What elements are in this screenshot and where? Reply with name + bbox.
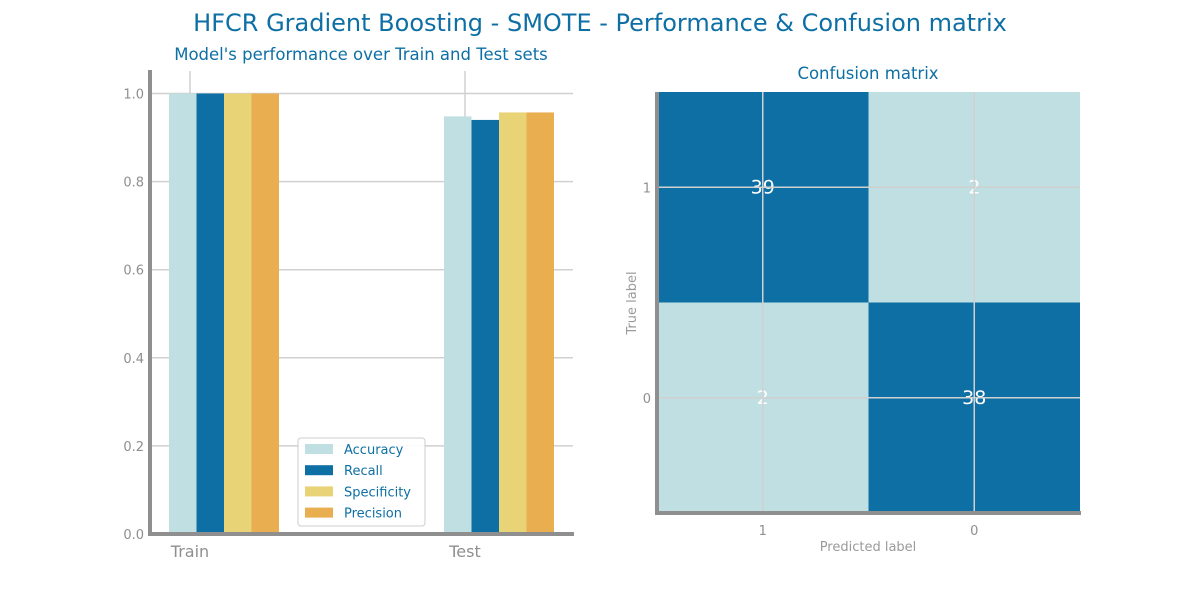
performance-chart-title: Model's performance over Train and Test … — [174, 45, 548, 64]
performance-ytick-label: 1.0 — [123, 88, 144, 103]
legend-swatch-precision — [305, 507, 333, 518]
legend-label-specificity: Specificity — [344, 485, 411, 500]
legend-swatch-accuracy — [305, 444, 333, 454]
cm-xtick-label: 0 — [970, 524, 978, 539]
performance-legend: Accuracy Recall Specificity Precision — [297, 437, 426, 527]
bar-recall-test — [471, 119, 499, 535]
confusion-matrix-grid — [657, 92, 1080, 513]
confusion-matrix-xlabel: Predicted label — [820, 540, 917, 555]
bar-precision-test — [526, 112, 554, 534]
bar-accuracy-train — [169, 93, 197, 534]
confusion-matrix-tick-labels: 1 1 0 0 — [643, 181, 979, 539]
bar-specificity-train — [224, 93, 252, 534]
bar-precision-train — [251, 93, 279, 534]
bar-recall-train — [196, 93, 224, 534]
legend-label-recall: Recall — [344, 464, 383, 479]
confusion-matrix-ylabel: True label — [625, 271, 640, 335]
performance-xtick-label: Test — [448, 542, 481, 561]
cm-xtick-label: 1 — [759, 524, 767, 539]
legend-label-precision: Precision — [344, 507, 402, 522]
performance-tick-labels: 0.0 0.2 0.4 0.6 0.8 1.0 Train Test — [123, 88, 480, 562]
legend-swatch-specificity — [305, 486, 333, 497]
performance-ytick-label: 0.4 — [123, 352, 144, 367]
performance-bar-chart: Model's performance over Train and Test … — [123, 45, 574, 561]
performance-xtick-label: Train — [170, 542, 209, 561]
cm-ytick-label: 1 — [643, 181, 651, 196]
bar-accuracy-test — [444, 116, 472, 534]
bar-specificity-test — [499, 112, 527, 534]
performance-bars — [169, 93, 554, 535]
confusion-matrix-cells: 392238 — [657, 92, 1080, 513]
figure-title: HFCR Gradient Boosting - SMOTE - Perform… — [193, 9, 1007, 37]
performance-ytick-label: 0.8 — [123, 176, 144, 191]
confusion-matrix-chart: Confusion matrix 392238 1 1 0 0 Predicted l… — [625, 64, 1081, 555]
performance-axes — [148, 70, 574, 536]
performance-ytick-label: 0.0 — [123, 528, 144, 543]
confusion-matrix-title: Confusion matrix — [797, 64, 938, 83]
legend-swatch-recall — [305, 465, 333, 476]
legend-label-accuracy: Accuracy — [344, 443, 404, 458]
cm-ytick-label: 0 — [643, 392, 651, 407]
performance-legend-box — [297, 437, 426, 527]
performance-ytick-label: 0.6 — [123, 264, 144, 279]
confusion-matrix-axes — [655, 92, 1081, 515]
performance-ytick-label: 0.2 — [123, 440, 144, 455]
